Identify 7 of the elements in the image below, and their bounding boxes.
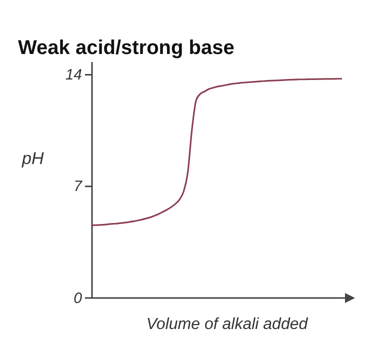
chart-title: Weak acid/strong base (18, 37, 234, 59)
y-tick-label: 7 (74, 178, 83, 196)
x-axis-title: Volume of alkali added (146, 316, 309, 333)
y-tick-label: 0 (74, 290, 83, 307)
y-tick-label: 14 (65, 66, 82, 84)
line-series (91, 78, 343, 226)
y-axis-title: pH (21, 149, 44, 168)
